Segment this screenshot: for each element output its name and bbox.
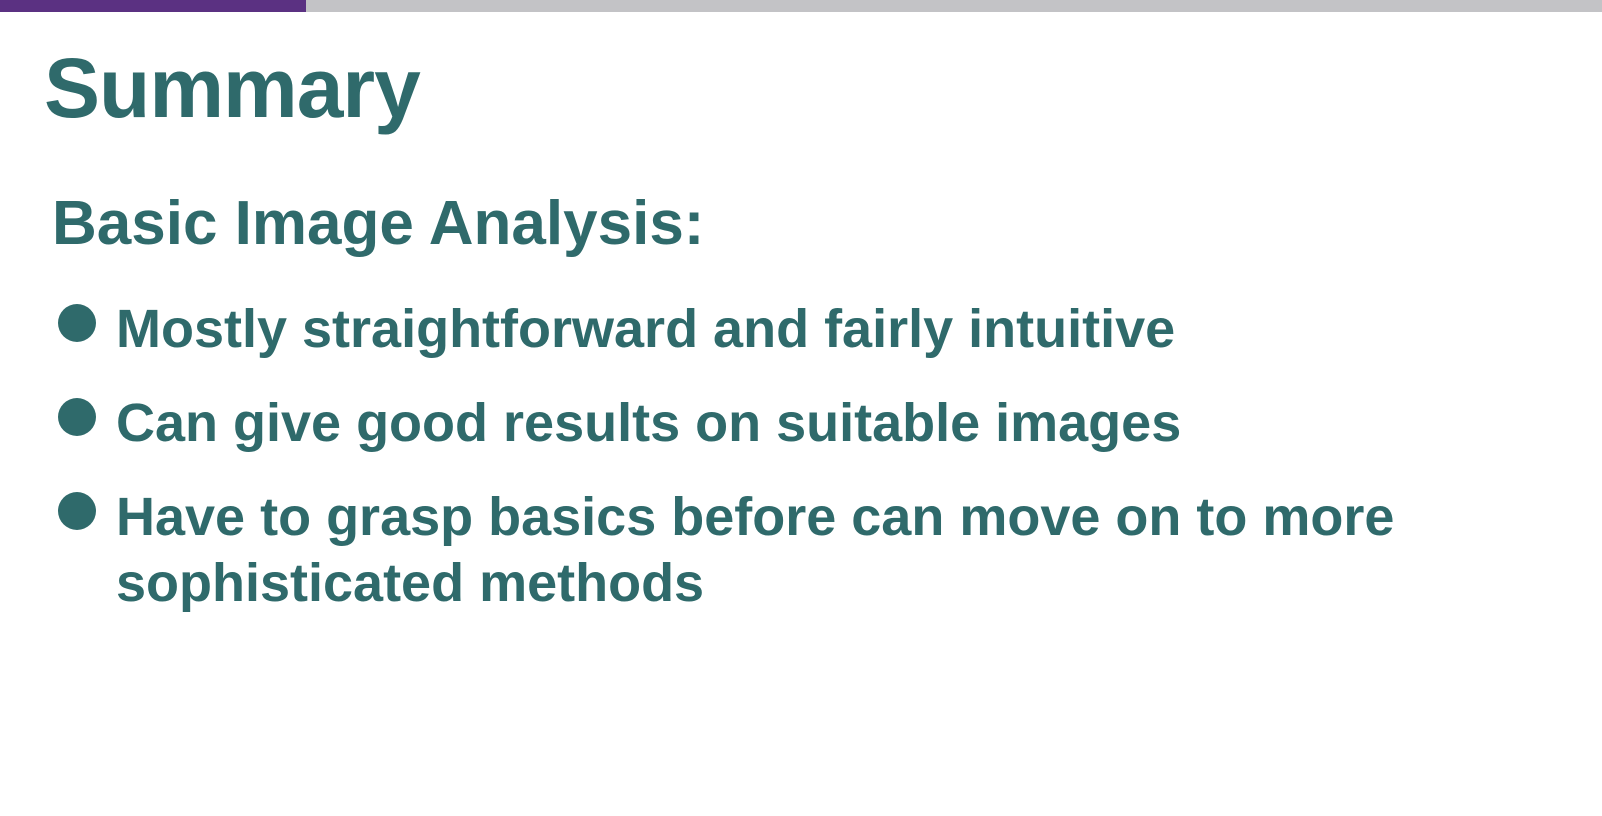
top-header-bar — [0, 0, 1602, 12]
header-accent-bar — [0, 0, 306, 12]
bullet-text: Mostly straightforward and fairly intuit… — [116, 299, 1176, 359]
bullet-item: Can give good results on suitable images — [58, 390, 1578, 456]
bullet-text: Can give good results on suitable images — [116, 393, 1182, 453]
section-heading: Basic Image Analysis: — [52, 189, 705, 258]
bullet-icon — [58, 492, 96, 530]
slide-title: Summary — [44, 41, 421, 135]
bullet-item: Mostly straightforward and fairly intuit… — [58, 296, 1578, 362]
bullet-icon — [58, 398, 96, 436]
bullet-text: Have to grasp basics before can move on … — [116, 487, 1395, 613]
bullet-icon — [58, 304, 96, 342]
bullet-item: Have to grasp basics before can move on … — [58, 484, 1578, 616]
bullet-list: Mostly straightforward and fairly intuit… — [58, 296, 1578, 644]
